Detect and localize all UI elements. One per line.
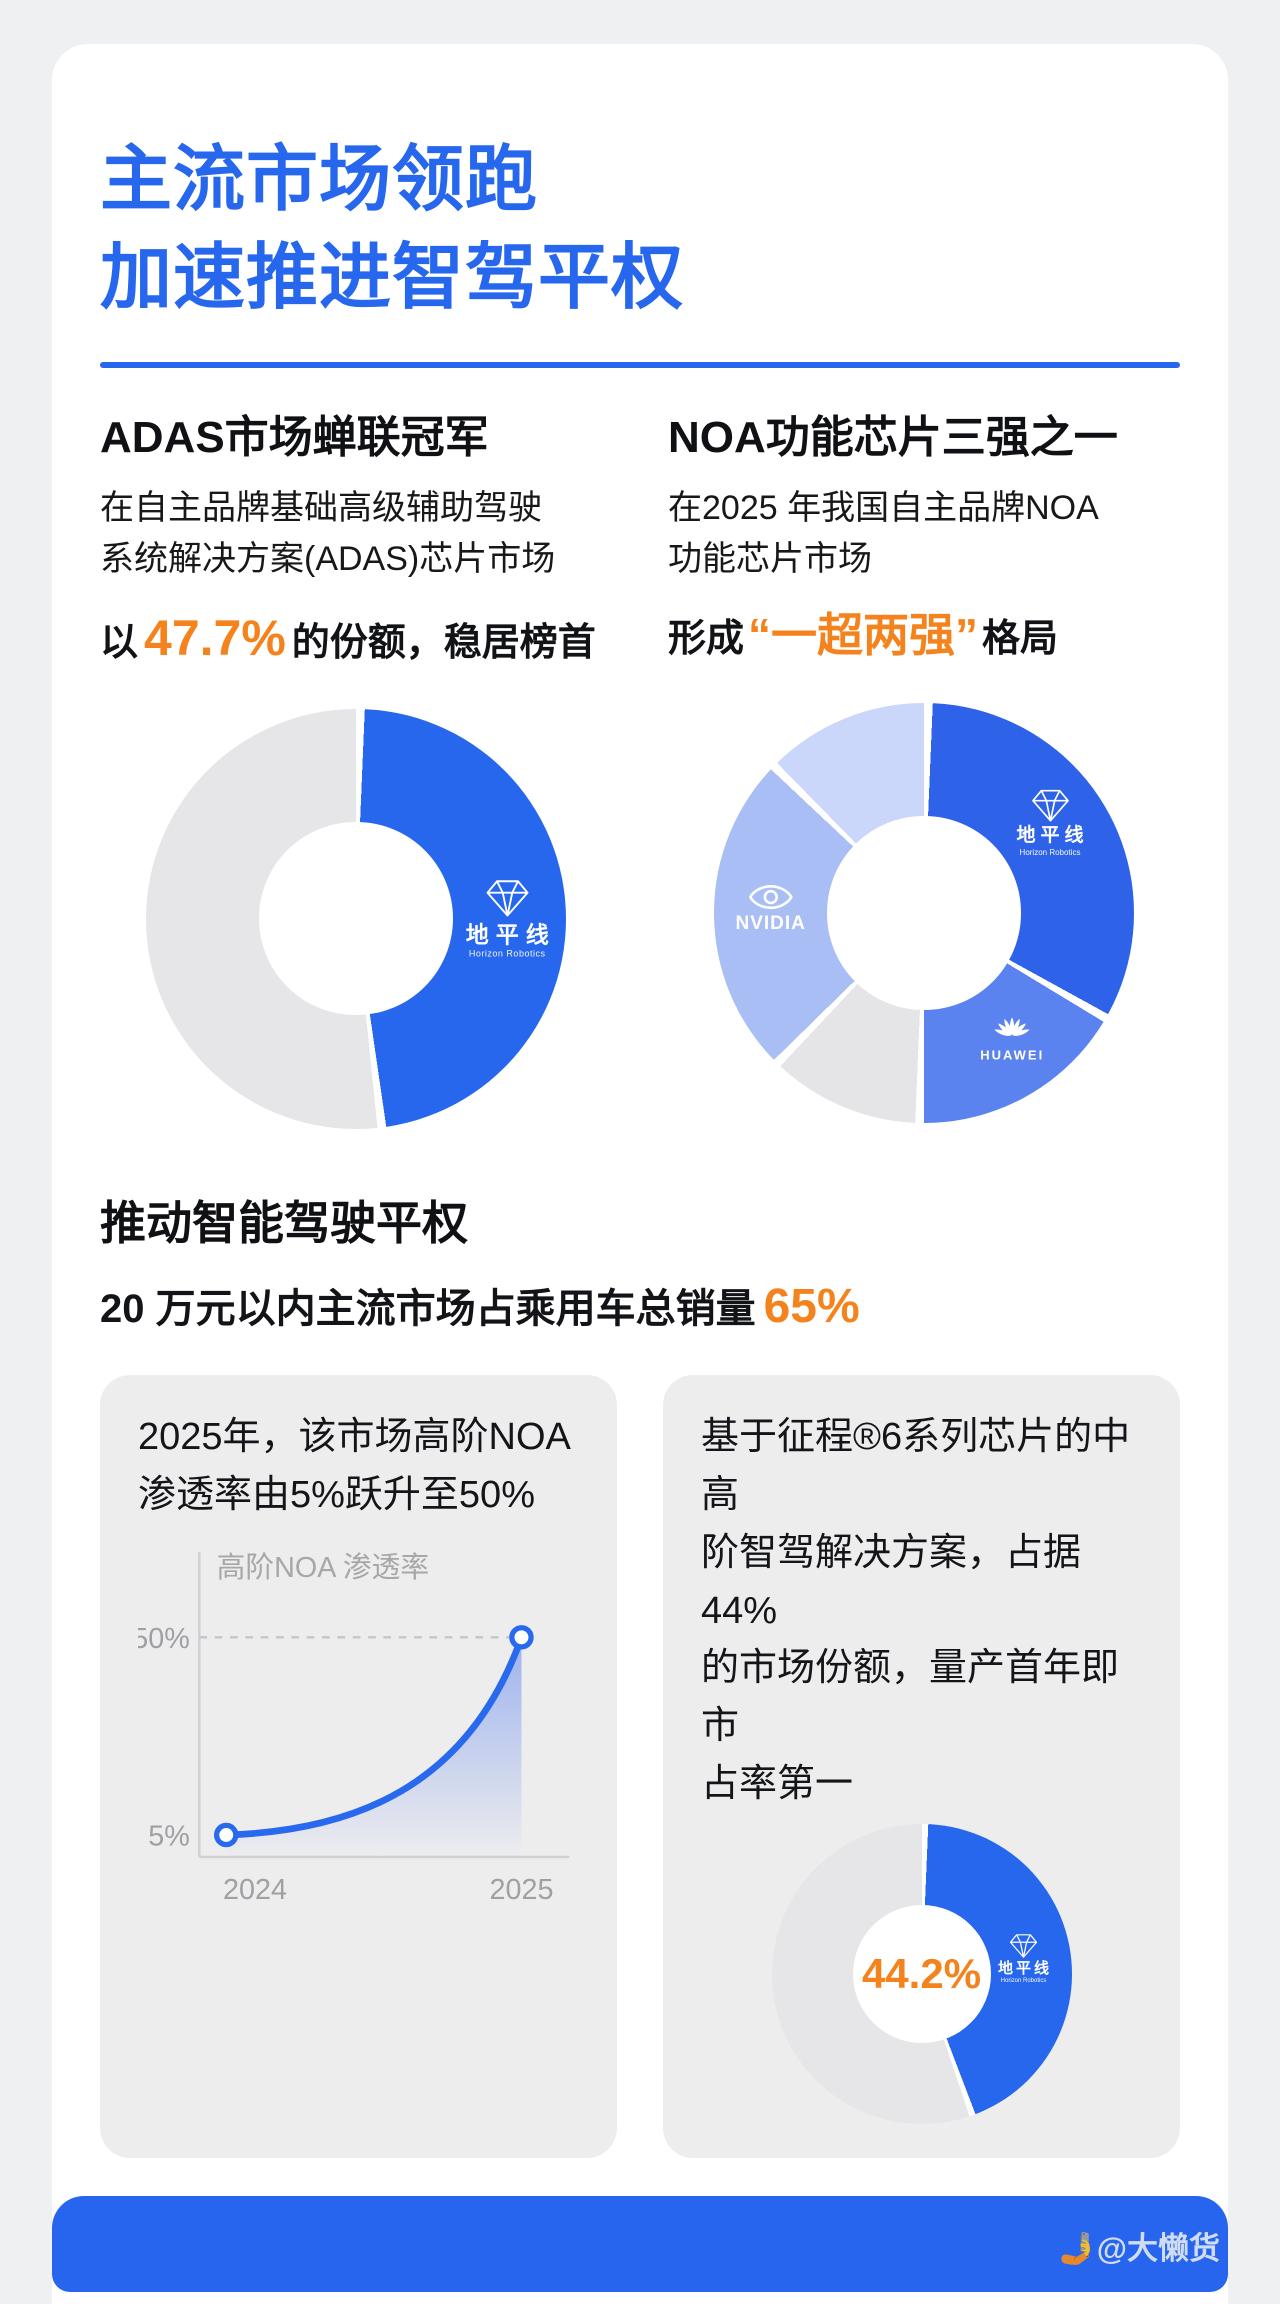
next-card-blue-header <box>52 2196 1228 2292</box>
noa-section: NOA功能芯片三强之一 在2025 年我国自主品牌NOA 功能芯片市场 形成“一… <box>668 412 1180 1129</box>
xtick-2025: 2025 <box>489 1874 553 1906</box>
adas-stat-prefix: 以 <box>100 621 139 664</box>
donut-hole <box>259 822 453 1016</box>
nvidia-logo-text: NVIDIA <box>735 912 806 934</box>
equity-stat-prefix: 20 万元以内主流市场占乘用车总销量 <box>100 1286 756 1331</box>
title-divider <box>100 361 1180 368</box>
curve-area-fill <box>226 1637 522 1857</box>
equity-stat: 20 万元以内主流市场占乘用车总销量 65% <box>100 1275 1180 1340</box>
penetration-curve <box>222 1633 525 1839</box>
adas-stat-value: 47.7% <box>144 609 286 666</box>
chart-title: 高阶NOA 渗透率 <box>217 1552 429 1584</box>
noa-stat-prefix: 形成 <box>668 617 745 660</box>
journey6-donut-chart: 44.2% 地平线 Horizon Robotics <box>771 1823 1072 2124</box>
noa-panel-line1: 2025年，该市场高阶NOA <box>138 1416 571 1459</box>
noa-stat-value: “一超两强” <box>748 608 979 661</box>
page-title: 主流市场领跑 加速推进智驾平权 <box>100 132 1180 328</box>
donut-hole <box>827 816 1021 1010</box>
page-title-line2: 加速推进智驾平权 <box>100 237 685 318</box>
noa-heading: NOA功能芯片三强之一 <box>668 412 1118 462</box>
top-columns: ADAS市场蝉联冠军 在自主品牌基础高级辅助驾驶 系统解决方案(ADAS)芯片市… <box>100 412 1180 1129</box>
adas-stat-suffix: 的份额，稳居榜首 <box>291 621 596 664</box>
adas-section: ADAS市场蝉联冠军 在自主品牌基础高级辅助驾驶 系统解决方案(ADAS)芯片市… <box>100 412 612 1129</box>
huawei-logo-text: HUAWEI <box>980 1047 1045 1063</box>
noa-body-line2: 功能芯片市场 <box>668 539 872 578</box>
noa-stat-suffix: 格局 <box>982 617 1059 660</box>
adas-stat: 以 47.7% 的份额，稳居榜首 <box>100 603 612 673</box>
horizon-logo-cn: 地平线 <box>1016 824 1089 846</box>
data-point-2024 <box>213 1822 239 1848</box>
adas-body-line2: 系统解决方案(ADAS)芯片市场 <box>100 539 556 578</box>
page-title-line1: 主流市场领跑 <box>100 140 539 220</box>
horizon-logo-en: Horizon Robotics <box>1000 1978 1047 1985</box>
nvidia-logo: NVIDIA <box>735 883 805 935</box>
noa-penetration-chart: 高阶NOA 渗透率 50% 5% 2024 2025 <box>138 1552 570 1906</box>
main-card: 主流市场领跑 加速推进智驾平权 ADAS市场蝉联冠军 在自主品牌基础高级辅助驾驶… <box>52 44 1228 2304</box>
data-point-2025 <box>509 1625 534 1650</box>
horizon-logo: 地平线 Horizon Robotics <box>995 1933 1052 1985</box>
donut-hole <box>852 1904 991 2043</box>
ytick-5: 5% <box>148 1820 190 1852</box>
noa-stat: 形成“一超两强” 格局 <box>668 603 1180 667</box>
adas-body-line1: 在自主品牌基础高级辅助驾驶 <box>100 488 542 527</box>
equity-heading: 推动智能驾驶平权 <box>100 1196 468 1249</box>
journey6-line1: 基于征程®6系列芯片的中高 <box>701 1416 1131 1517</box>
watermark: 🤳@大懒货 <box>1058 2231 1220 2266</box>
journey6-panel: 基于征程®6系列芯片的中高 阶智驾解决方案，占据44% 的市场份额，量产首年即市… <box>663 1375 1180 2158</box>
adas-body: 在自主品牌基础高级辅助驾驶 系统解决方案(ADAS)芯片市场 <box>100 483 612 585</box>
horizon-logo: 地平线 Horizon Robotics <box>459 878 556 959</box>
noa-panel-text: 2025年，该市场高阶NOA 渗透率由5%跃升至50% <box>138 1409 579 1525</box>
journey6-share-value: 44.2% <box>861 1949 982 1997</box>
horizon-logo-en: Horizon Robotics <box>1019 847 1081 857</box>
noa-donut-chart: 地平线 Horizon Robotics NVIDIA <box>714 703 1134 1123</box>
journey6-line3: 的市场份额，量产首年即市 <box>701 1647 1120 1748</box>
detail-panels: 2025年，该市场高阶NOA 渗透率由5%跃升至50% 高阶NOA 渗透率 <box>100 1375 1180 2158</box>
equity-stat-value: 65% <box>763 1279 860 1333</box>
noa-penetration-panel: 2025年，该市场高阶NOA 渗透率由5%跃升至50% 高阶NOA 渗透率 <box>100 1375 617 2158</box>
horizon-gem-icon <box>1009 1933 1038 1958</box>
horizon-logo-cn: 地平线 <box>997 1959 1053 1977</box>
journey6-panel-text: 基于征程®6系列芯片的中高 阶智驾解决方案，占据44% 的市场份额，量产首年即市… <box>701 1409 1142 1813</box>
huawei-logo: HUAWEI <box>980 1015 1044 1062</box>
horizon-logo-en: Horizon Robotics <box>468 948 546 959</box>
horizon-logo-cn: 地平线 <box>465 921 556 948</box>
nvidia-eye-icon <box>748 884 793 909</box>
ytick-50: 50% <box>138 1623 190 1655</box>
horizon-gem-icon <box>486 879 529 917</box>
xtick-2024: 2024 <box>223 1874 287 1906</box>
adas-heading: ADAS市场蝉联冠军 <box>100 412 489 462</box>
huawei-flower-icon <box>994 1017 1030 1036</box>
journey6-line2: 阶智驾解决方案，占据44% <box>701 1531 1082 1632</box>
journey6-line4: 占率第一 <box>701 1762 854 1805</box>
noa-body-line1: 在2025 年我国自主品牌NOA <box>668 488 1099 527</box>
noa-body: 在2025 年我国自主品牌NOA 功能芯片市场 <box>668 483 1180 585</box>
noa-panel-line2: 渗透率由5%跃升至50% <box>138 1474 535 1517</box>
adas-donut-chart: 地平线 Horizon Robotics <box>146 708 566 1129</box>
horizon-logo: 地平线 Horizon Robotics <box>1011 788 1088 858</box>
horizon-gem-icon <box>1031 789 1069 822</box>
